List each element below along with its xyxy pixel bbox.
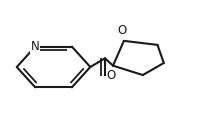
Text: O: O: [106, 69, 116, 82]
Text: N: N: [31, 40, 39, 53]
Text: O: O: [117, 24, 126, 37]
